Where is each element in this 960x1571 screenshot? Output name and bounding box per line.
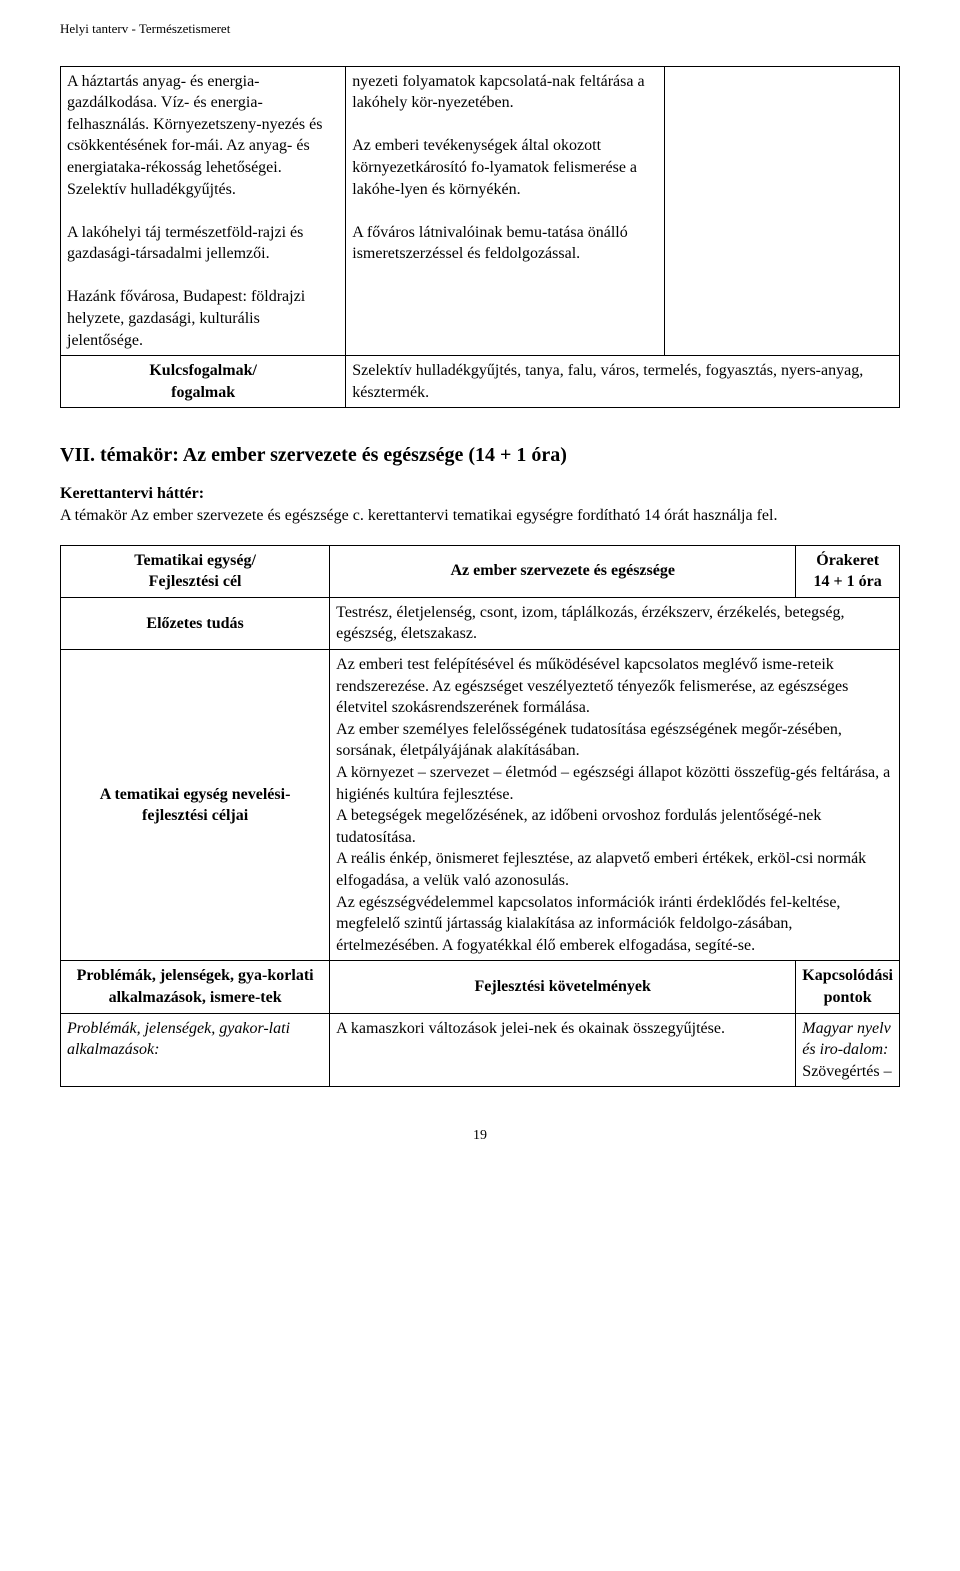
table-tematikai: Tematikai egység/ Fejlesztési cél Az emb… (60, 545, 900, 1088)
cell-content: Szelektív hulladékgyűjtés, tanya, falu, … (346, 356, 900, 408)
cell-content (665, 66, 900, 356)
cell-content: Az emberi test felépítésével és működésé… (330, 650, 900, 961)
cell-content-italic: Magyar nyelv és iro-dalom: (802, 1020, 890, 1059)
cell-orakeret: Órakeret 14 + 1 óra (796, 545, 900, 597)
cell-content: A háztartás anyag- és energia-gazdálkodá… (61, 66, 346, 356)
cell-content-rest: Szövegértés – (802, 1063, 891, 1080)
table-row: Problémák, jelenségek, gya-korlati alkal… (61, 961, 900, 1013)
table-row: Problémák, jelenségek, gyakor-lati alkal… (61, 1013, 900, 1087)
cell-title: Az ember szervezete és egészsége (330, 545, 796, 597)
cell-header: Problémák, jelenségek, gya-korlati alkal… (61, 961, 330, 1013)
cell-content: Problémák, jelenségek, gyakor-lati alkal… (61, 1013, 330, 1087)
cell-header: Kapcsolódási pontok (796, 961, 900, 1013)
paragraph-text: A témakör Az ember szervezete és egészsé… (60, 507, 777, 524)
cell-content: Magyar nyelv és iro-dalom: Szövegértés – (796, 1013, 900, 1087)
section-paragraph: Kerettantervi háttér: A témakör Az ember… (60, 483, 900, 526)
cell-label: A tematikai egység nevelési-fejlesztési … (61, 650, 330, 961)
table-row: A tematikai egység nevelési-fejlesztési … (61, 650, 900, 961)
table-row: A háztartás anyag- és energia-gazdálkodá… (61, 66, 900, 356)
cell-content: nyezeti folyamatok kapcsolatá-nak feltár… (346, 66, 665, 356)
cell-header: Fejlesztési követelmények (330, 961, 796, 1013)
table-kulcsfogalmak: A háztartás anyag- és energia-gazdálkodá… (60, 66, 900, 409)
cell-label: Kulcsfogalmak/ fogalmak (61, 356, 346, 408)
cell-content: A kamaszkori változások jelei-nek és oka… (330, 1013, 796, 1087)
subheading: Kerettantervi háttér: (60, 485, 204, 502)
table-row: Tematikai egység/ Fejlesztési cél Az emb… (61, 545, 900, 597)
cell-content: Testrész, életjelenség, csont, izom, táp… (330, 597, 900, 649)
table-row: Előzetes tudás Testrész, életjelenség, c… (61, 597, 900, 649)
section-title: VII. témakör: Az ember szervezete és egé… (60, 442, 900, 469)
cell-label: Előzetes tudás (61, 597, 330, 649)
table-row: Kulcsfogalmak/ fogalmak Szelektív hullad… (61, 356, 900, 408)
page-number: 19 (60, 1127, 900, 1146)
cell-label: Tematikai egység/ Fejlesztési cél (61, 545, 330, 597)
page-header: Helyi tanterv - Természetismeret (60, 20, 900, 38)
